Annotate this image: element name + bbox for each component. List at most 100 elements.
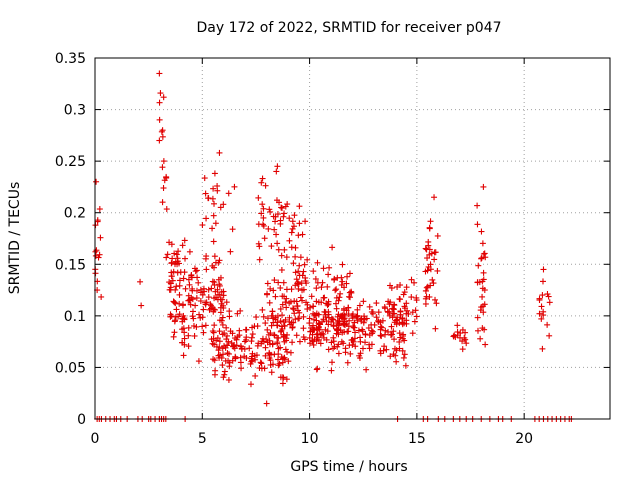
data-point — [425, 238, 432, 245]
data-point — [536, 297, 543, 304]
data-point — [481, 301, 488, 308]
data-point — [337, 290, 344, 297]
data-point — [350, 323, 357, 330]
data-point — [411, 279, 418, 286]
data-point — [156, 137, 163, 144]
data-point — [310, 303, 317, 310]
data-point — [396, 338, 403, 345]
data-point — [95, 254, 102, 261]
data-point — [215, 347, 222, 354]
data-point — [279, 312, 286, 319]
data-point — [263, 291, 270, 298]
data-point — [189, 296, 196, 303]
data-point — [264, 280, 271, 287]
data-point — [330, 316, 337, 323]
data-point — [426, 251, 433, 258]
data-point — [203, 266, 210, 273]
data-point — [474, 202, 481, 209]
data-point — [179, 315, 186, 322]
data-point — [226, 308, 233, 315]
data-point — [366, 303, 373, 310]
data-point — [225, 190, 232, 197]
data-point — [176, 291, 183, 298]
x-tick-label: 5 — [198, 431, 207, 447]
data-point — [209, 328, 216, 335]
data-point — [280, 374, 287, 381]
data-point — [209, 278, 216, 285]
data-point — [387, 282, 394, 289]
y-tick-label: 0.15 — [55, 257, 86, 273]
data-point — [258, 210, 265, 217]
data-point — [172, 286, 179, 293]
data-point — [251, 352, 258, 359]
data-point — [389, 331, 396, 338]
data-point — [159, 164, 166, 171]
data-point — [223, 336, 230, 343]
data-point — [96, 251, 103, 258]
data-point — [171, 329, 178, 336]
data-point — [397, 334, 404, 341]
data-point — [199, 291, 206, 298]
data-point — [282, 203, 289, 210]
data-point — [539, 278, 546, 285]
data-point — [283, 254, 290, 261]
data-point — [294, 280, 301, 287]
data-point — [200, 329, 207, 336]
data-point — [289, 324, 296, 331]
data-point — [272, 293, 279, 300]
data-point — [185, 276, 192, 283]
data-point — [225, 350, 232, 357]
data-point — [430, 280, 437, 287]
data-point — [360, 298, 367, 305]
data-point — [308, 293, 315, 300]
data-point — [262, 320, 269, 327]
data-point — [482, 254, 489, 261]
data-point — [297, 254, 304, 261]
data-point — [259, 338, 266, 345]
data-point — [299, 272, 306, 279]
data-point — [188, 272, 195, 279]
data-point — [295, 268, 302, 275]
data-point — [368, 327, 375, 334]
data-point — [459, 338, 466, 345]
data-point — [399, 315, 406, 322]
data-point — [192, 302, 199, 309]
data-point — [423, 246, 430, 253]
data-point — [138, 302, 145, 309]
data-point — [480, 250, 487, 257]
data-point — [408, 276, 415, 283]
data-point — [357, 316, 364, 323]
data-point — [309, 337, 316, 344]
data-point — [277, 284, 284, 291]
data-point — [227, 328, 234, 335]
data-point — [320, 334, 327, 341]
data-point — [288, 244, 295, 251]
data-point — [180, 352, 187, 359]
data-point — [401, 351, 408, 358]
data-point — [252, 372, 259, 379]
data-point — [219, 331, 226, 338]
data-point — [231, 341, 238, 348]
data-point — [335, 322, 342, 329]
data-point — [93, 178, 100, 185]
data-point — [388, 323, 395, 330]
data-point — [260, 313, 267, 320]
data-point — [217, 304, 224, 311]
data-point — [310, 316, 317, 323]
data-point — [348, 337, 355, 344]
data-point — [231, 345, 238, 352]
data-point — [320, 316, 327, 323]
data-point — [277, 318, 284, 325]
data-point — [324, 301, 331, 308]
data-point — [344, 328, 351, 335]
data-point — [271, 277, 278, 284]
data-point — [159, 199, 166, 206]
data-point — [276, 360, 283, 367]
data-point — [434, 232, 441, 239]
data-point — [380, 347, 387, 354]
data-point — [205, 294, 212, 301]
data-point — [333, 325, 340, 332]
data-point — [326, 264, 333, 271]
data-point — [368, 321, 375, 328]
data-point — [383, 346, 390, 353]
